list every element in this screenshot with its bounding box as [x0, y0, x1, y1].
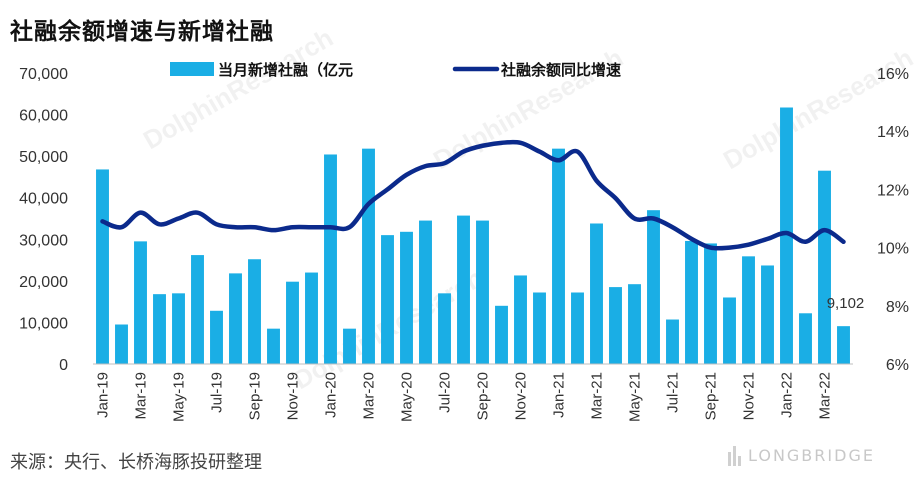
- bar: [457, 215, 470, 364]
- y-right-tick-label: 8%: [886, 299, 909, 316]
- bar: [248, 259, 261, 364]
- bar: [837, 326, 850, 364]
- y-right-tick-label: 12%: [877, 182, 909, 199]
- bar: [381, 235, 394, 364]
- bar: [609, 287, 622, 364]
- bar: [495, 305, 508, 364]
- x-tick-label: Jan-21: [551, 372, 568, 418]
- y-left-tick-label: 40,000: [19, 191, 68, 208]
- bar: [761, 265, 774, 364]
- bar: [590, 223, 603, 364]
- bar: [362, 148, 375, 364]
- bar: [571, 292, 584, 364]
- x-tick-label: Sep-19: [247, 372, 264, 420]
- watermark-text: DolphinResearch: [138, 22, 338, 155]
- bar: [647, 210, 660, 364]
- bar: [286, 281, 299, 364]
- bar: [115, 324, 128, 364]
- y-right-tick-label: 14%: [877, 124, 909, 141]
- bar: [400, 231, 413, 364]
- bar: [685, 240, 698, 364]
- x-tick-label: Jul-21: [665, 372, 682, 413]
- bar: [172, 293, 185, 364]
- bar: [153, 294, 166, 364]
- x-tick-label: Jan-19: [95, 372, 112, 418]
- x-tick-label: Jan-22: [779, 372, 796, 418]
- bar: [419, 220, 432, 364]
- y-right-tick-label: 10%: [877, 241, 909, 258]
- bar: [742, 256, 755, 364]
- x-tick-label: May-19: [171, 372, 188, 422]
- legend: 当月新增社融（亿元 社融余额同比增速: [170, 61, 621, 79]
- bar: [191, 255, 204, 364]
- bar: [305, 272, 318, 364]
- bar: [229, 273, 242, 364]
- bar: [704, 243, 717, 364]
- growth-line: [100, 139, 846, 251]
- y-left-tick-label: 0: [59, 357, 68, 374]
- x-tick-label: Mar-20: [361, 372, 378, 420]
- bar: [514, 275, 527, 364]
- brand-watermark: LONGBRIDGE: [748, 446, 875, 465]
- watermark-text: DolphinResearch: [718, 42, 917, 175]
- x-tick-label: Nov-21: [741, 372, 758, 420]
- x-axis-ticks: Jan-19 Mar-19 May-19 Jul-19 Sep-19 Nov-19 Jan-…: [95, 372, 834, 422]
- y-axis-right: 6% 8% 10% 12% 14% 16%: [877, 66, 909, 374]
- y-left-tick-label: 60,000: [19, 108, 68, 125]
- x-tick-label: Sep-20: [475, 372, 492, 420]
- legend-line-label: 社融余额同比增速: [500, 61, 621, 79]
- bar: [799, 313, 812, 364]
- bar: [476, 220, 489, 364]
- x-tick-label: Mar-22: [817, 372, 834, 420]
- bar: [96, 169, 109, 364]
- source-note: 来源：央行、长桥海豚投研整理: [10, 452, 262, 473]
- chart-title: 社融余额增速与新增社融: [10, 19, 274, 45]
- y-right-tick-label: 16%: [877, 66, 909, 83]
- y-axis-left: 0 10,000 20,000 30,000 40,000 50,000 60,000 70,…: [19, 66, 68, 374]
- y-right-tick-label: 6%: [886, 357, 909, 374]
- legend-bar-swatch: [170, 62, 214, 76]
- bar: [628, 284, 641, 364]
- bar-series: [96, 107, 850, 365]
- bar: [438, 293, 451, 364]
- x-tick-label: Nov-20: [513, 372, 530, 420]
- bar: [552, 148, 565, 364]
- x-tick-label: May-20: [399, 372, 416, 422]
- bar: [723, 297, 736, 364]
- x-tick-label: Mar-21: [589, 372, 606, 420]
- data-label-last-bar: 9,102: [827, 295, 865, 312]
- x-tick-label: Jan-20: [323, 372, 340, 418]
- bar: [666, 319, 679, 364]
- bar: [343, 328, 356, 364]
- x-tick-label: Nov-19: [285, 372, 302, 420]
- y-left-tick-label: 20,000: [19, 274, 68, 291]
- bar: [818, 170, 831, 364]
- bar: [210, 310, 223, 364]
- bar: [134, 241, 147, 364]
- x-tick-label: May-21: [627, 372, 644, 422]
- x-tick-label: Jul-19: [209, 372, 226, 413]
- y-left-tick-label: 70,000: [19, 66, 68, 83]
- bar: [324, 154, 337, 364]
- y-left-tick-label: 30,000: [19, 232, 68, 249]
- x-tick-label: Jul-20: [437, 372, 454, 413]
- brand-logo-icon: [728, 446, 741, 466]
- legend-bar-label: 当月新增社融（亿元: [218, 61, 353, 79]
- y-left-tick-label: 10,000: [19, 315, 68, 332]
- x-tick-label: Mar-19: [133, 372, 150, 420]
- bar: [780, 107, 793, 365]
- bar: [533, 292, 546, 364]
- x-tick-label: Sep-21: [703, 372, 720, 420]
- y-left-tick-label: 50,000: [19, 149, 68, 166]
- bar: [267, 328, 280, 364]
